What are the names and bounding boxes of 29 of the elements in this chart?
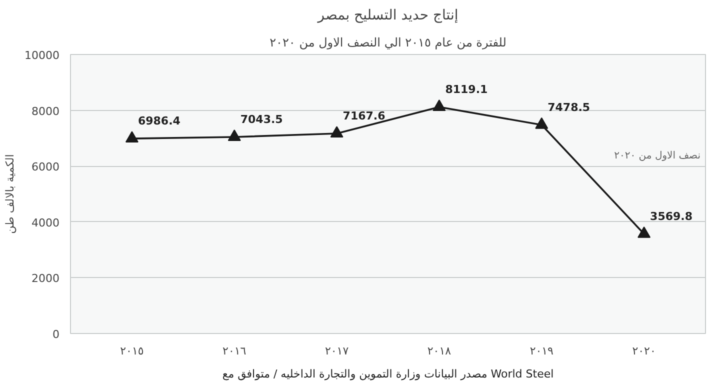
y-tick-label: 0 xyxy=(52,328,60,341)
data-label: 7043.5 xyxy=(240,112,283,126)
point xyxy=(330,126,344,138)
y-tick-label: 8000 xyxy=(32,104,60,118)
chart-subtitle: للفترة من عام ٢٠١٥ الي النصف الاول من ٢٠٢٠ xyxy=(270,36,506,50)
point xyxy=(432,100,446,111)
chart-title: إنتاج حديد التسليح بمصر xyxy=(316,8,458,24)
y-tick-label: 6000 xyxy=(32,160,60,174)
point xyxy=(228,130,241,141)
x-tick-label: ٢٠١٨ xyxy=(427,344,452,358)
text: مصدر البيانات وزارة التموين والتجارة الداخليه / متوافق مع World Steel xyxy=(222,368,554,380)
data-label: 6986.4 xyxy=(138,114,181,128)
annotation: نصف الاول من ٢٠٢٠ xyxy=(614,150,701,162)
point xyxy=(638,226,651,238)
data-label: 7478.5 xyxy=(548,100,590,114)
x-tick-label: ٢٠٢٠ xyxy=(632,344,656,358)
x-tick-label: ٢٠١٦ xyxy=(222,344,246,358)
point xyxy=(535,117,548,129)
x-tick-label: ٢٠١٧ xyxy=(324,344,349,358)
x-tick-label: ٢٠١٩ xyxy=(530,344,554,358)
x-tick-label: ٢٠١٥ xyxy=(120,344,144,358)
y-tick-label: 2000 xyxy=(32,272,60,286)
y-tick-label: 4000 xyxy=(32,216,60,230)
y-tick-label: 10000 xyxy=(24,49,60,62)
y-axis-title: الكمية بالالف طن xyxy=(4,154,17,234)
data-label: 7167.6 xyxy=(342,110,386,123)
point xyxy=(125,131,138,143)
data-label: 8119.1 xyxy=(445,82,488,96)
data-label: 3569.8 xyxy=(650,210,692,223)
